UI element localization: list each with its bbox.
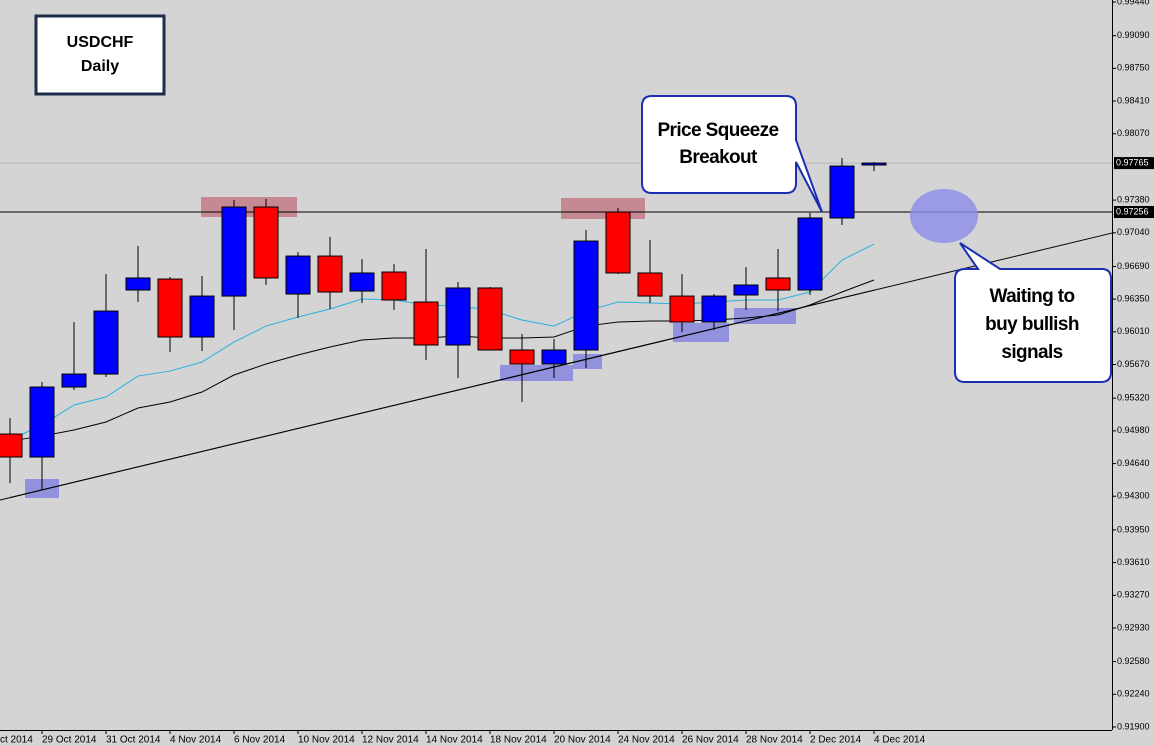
y-tick-label: 0.99440	[1117, 0, 1150, 6]
y-tick-label: 0.97040	[1117, 227, 1150, 237]
x-tick-label: 31 Oct 2014	[106, 735, 161, 746]
y-tick-label: 0.94640	[1117, 458, 1150, 468]
callout-text: Price Squeeze	[657, 120, 778, 141]
x-tick-label: 20 Nov 2014	[554, 735, 611, 746]
trendline	[9, 289, 875, 499]
x-tick-label: 24 Nov 2014	[618, 735, 675, 746]
callout-text: buy bullish	[985, 314, 1079, 335]
chart-subtitle: Daily	[81, 58, 119, 75]
y-tick-label: 0.99090	[1117, 30, 1150, 40]
x-tick-label: 2 Dec 2014	[810, 735, 862, 746]
title-box	[34, 14, 166, 96]
candle-body	[765, 277, 791, 291]
x-tick-label: 6 Nov 2014	[234, 735, 286, 746]
price-label-box	[1114, 157, 1154, 170]
y-tick-label: 0.91900	[1117, 721, 1150, 731]
y-tick-label: 0.94300	[1117, 491, 1150, 501]
candle-body	[605, 211, 631, 274]
support-zone	[573, 354, 602, 369]
candle-body	[125, 277, 151, 291]
x-tick-label: 12 Nov 2014	[362, 735, 419, 746]
candle-body	[733, 284, 759, 296]
y-tick-label: 0.93270	[1117, 590, 1150, 600]
candle-body	[701, 295, 727, 323]
candle-body	[253, 206, 279, 279]
y-tick-label: 0.96350	[1117, 294, 1150, 304]
y-tick-label: 0.95320	[1117, 393, 1150, 403]
candle-body	[61, 373, 87, 388]
chart-title: USDCHF	[67, 34, 134, 51]
callout-text: Waiting to	[989, 286, 1074, 307]
callout-box	[641, 95, 823, 213]
moving-average	[9, 279, 875, 442]
y-tick-label: 0.96690	[1117, 261, 1150, 271]
x-tick-label: 29 Oct 2014	[42, 735, 97, 746]
y-tick-label: 0.92930	[1117, 622, 1150, 632]
moving-average	[9, 243, 875, 441]
candle-body	[861, 162, 887, 166]
y-tick-label: 0.95670	[1117, 359, 1150, 369]
candle-body	[189, 295, 215, 338]
candle-body	[637, 272, 663, 297]
candle-body	[413, 301, 439, 346]
y-tick-label: 0.98070	[1117, 128, 1150, 138]
candle-body	[477, 287, 503, 351]
price-label-box	[1114, 206, 1154, 219]
y-tick-label: 0.92580	[1117, 656, 1150, 666]
candle-body	[349, 272, 375, 292]
candle-body	[573, 240, 599, 351]
x-tick-label: 4 Dec 2014	[874, 735, 926, 746]
candle-body	[669, 295, 695, 323]
resistance-zone	[561, 198, 645, 219]
support-zone	[500, 365, 573, 381]
candle-body	[157, 278, 183, 338]
candle-body	[829, 165, 855, 219]
candle-body	[445, 287, 471, 346]
support-zone	[673, 323, 729, 342]
y-tick-label: 0.94980	[1117, 425, 1150, 435]
overlay: USDCHF Daily Price Squeeze Breakout Wait…	[34, 14, 1112, 383]
x-tick-label: 28 Nov 2014	[746, 735, 803, 746]
candle-body	[0, 433, 23, 458]
price-label: 0.97256	[1116, 206, 1149, 216]
y-tick-label: 0.96010	[1117, 326, 1150, 336]
candle-body	[285, 255, 311, 295]
callout-text: Breakout	[679, 147, 758, 168]
callout-box	[954, 242, 1112, 383]
callout-text: signals	[1001, 342, 1062, 363]
resistance-zone	[201, 197, 297, 217]
price-label: 0.97765	[1116, 157, 1149, 167]
x-tick-label: 4 Nov 2014	[170, 735, 222, 746]
y-tick-label: 0.93610	[1117, 557, 1150, 567]
candle-body	[797, 217, 823, 291]
candle-body	[221, 206, 247, 297]
x-tick-label: 26 Nov 2014	[682, 735, 739, 746]
x-tick-label: 10 Nov 2014	[298, 735, 355, 746]
candle-body	[381, 271, 407, 301]
candle-body	[93, 310, 119, 375]
target-zone	[910, 189, 978, 243]
x-tick-label: 14 Nov 2014	[426, 735, 483, 746]
x-tick-label: 18 Nov 2014	[490, 735, 547, 746]
x-tick-label: ct 2014	[0, 735, 33, 746]
y-tick-label: 0.98750	[1117, 63, 1150, 73]
plot	[0, 157, 1113, 501]
y-tick-label: 0.97380	[1117, 194, 1150, 204]
candle-body	[317, 255, 343, 293]
y-tick-label: 0.92240	[1117, 689, 1150, 699]
candle-body	[29, 386, 55, 458]
candle-body	[541, 349, 567, 365]
candle-body	[509, 349, 535, 365]
y-tick-label: 0.93950	[1117, 524, 1150, 534]
y-tick-label: 0.98410	[1117, 95, 1150, 105]
